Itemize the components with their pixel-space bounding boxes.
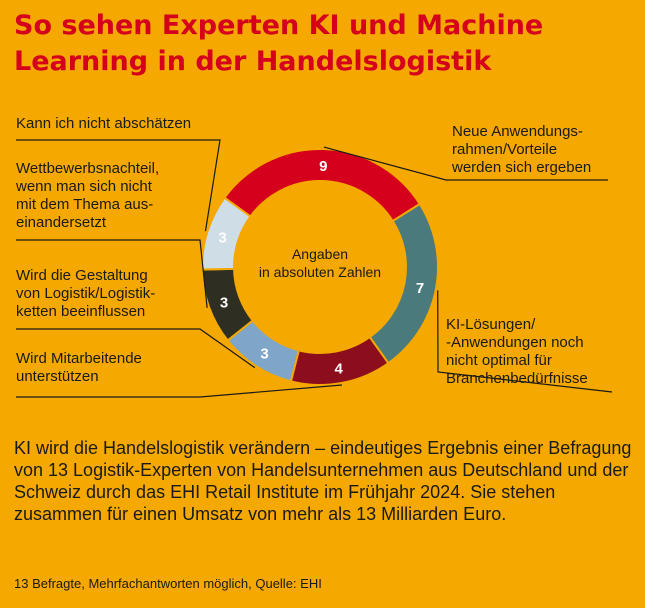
- label-line: wenn man sich nicht: [16, 178, 152, 195]
- description-text: KI wird die Handelslogistik verändern – …: [14, 438, 632, 524]
- label-line: Kann ich nicht abschätzen: [16, 115, 192, 132]
- legend-label-gestaltung: Wird die Gestaltung von Logistik/Logisti…: [16, 267, 155, 321]
- label-line: von Logistik/Logistik-: [16, 285, 156, 302]
- label-line: KI-Lösungen/: [446, 316, 536, 333]
- label-line: einandersetzt: [16, 214, 107, 231]
- label-line: Wird Mitarbeitende: [16, 350, 142, 367]
- slice-value-label: 3: [218, 230, 226, 247]
- donut-chart: 9 7 4 3 3 3 Angaben in absoluten Zahlen: [16, 139, 613, 398]
- slice-value-labels: 9 7 4 3 3 3: [218, 158, 424, 377]
- donut-slice: [368, 202, 439, 365]
- slice-value-label: 4: [335, 360, 344, 377]
- label-line: unterstützen: [16, 368, 99, 385]
- leader-line: [437, 290, 613, 393]
- leader-line: [16, 328, 256, 369]
- slice-value-label: 3: [260, 346, 268, 363]
- legend-label-mitarbeitende: Wird Mitarbeitende unterstützen: [16, 350, 142, 386]
- label-line: Branchenbedürfnisse: [446, 370, 588, 387]
- label-line: Wird die Gestaltung: [16, 267, 148, 284]
- legend-label-neue-anwendungen: Neue Anwendungs- rahmen/Vorteile werden …: [452, 123, 591, 177]
- legend-label-wettbewerbsnachteil: Wettbewerbsnachteil, wenn man sich nicht…: [16, 160, 159, 232]
- leader-line: [323, 146, 608, 181]
- label-line: werden sich ergeben: [452, 159, 592, 176]
- label-line: rahmen/Vorteile: [452, 141, 558, 158]
- legend-label-ki-loesungen: KI-Lösungen/ -Anwendungen noch nicht opt…: [446, 316, 588, 388]
- donut-slice: [201, 196, 252, 271]
- source-note: 13 Befragte, Mehrfachantworten möglich, …: [14, 576, 322, 591]
- center-label-line-1: Angaben: [292, 246, 348, 262]
- center-label-line-2: in absoluten Zahlen: [259, 264, 381, 280]
- label-line: nicht optimal für: [446, 352, 552, 369]
- slice-value-label: 7: [416, 280, 424, 297]
- label-line: -Anwendungen noch: [446, 334, 584, 351]
- donut-slices: [201, 148, 439, 386]
- label-line: mit dem Thema aus-: [16, 196, 154, 213]
- legend-label-nicht-abschaetzen: Kann ich nicht abschätzen: [16, 115, 191, 133]
- label-line: Neue Anwendungs-: [452, 123, 583, 140]
- leader-line: [16, 384, 343, 398]
- slice-value-label: 9: [319, 158, 327, 175]
- leader-lines: [16, 139, 613, 398]
- chart-title: So sehen Experten KI und Machine Learnin…: [14, 10, 544, 77]
- leader-line: [16, 239, 208, 308]
- slice-value-label: 3: [220, 295, 228, 312]
- label-line: ketten beeinflussen: [16, 303, 146, 320]
- leader-line: [16, 139, 221, 232]
- label-line: Wettbewerbsnachteil,: [16, 160, 160, 177]
